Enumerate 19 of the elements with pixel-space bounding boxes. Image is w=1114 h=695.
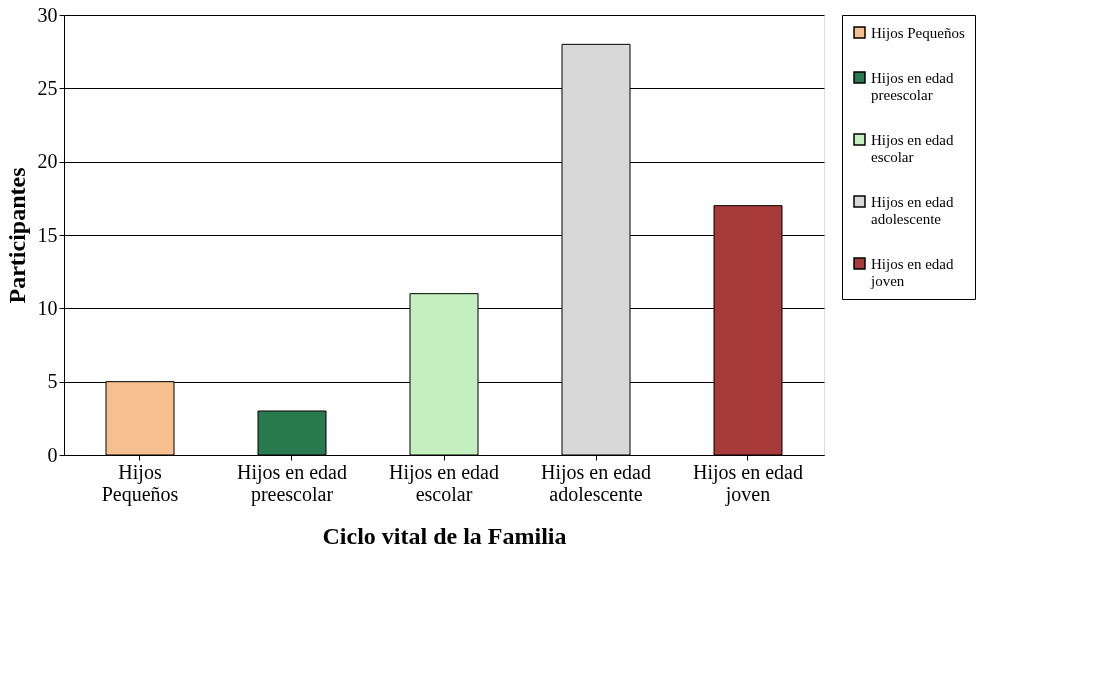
y-tick-label: 25 [37, 76, 58, 99]
y-tick-label: 15 [37, 223, 58, 246]
x-tick-label: Hijos en edad preescolar [237, 460, 347, 506]
x-tick-label: Hijos en edad escolar [389, 460, 499, 505]
y-tick-label: 10 [37, 296, 58, 319]
legend-label: Hijos en edad escolar [871, 131, 954, 165]
x-tick-label: Hijos Pequeños [101, 460, 179, 506]
legend-label: Hijos en edad joven [870, 255, 954, 289]
x-tick-label: Hijos en edad adolescente [541, 460, 651, 505]
y-tick-label: 20 [37, 150, 58, 173]
y-tick-label: 5 [47, 370, 58, 393]
legend-label: Hijos en edad preescolar [871, 69, 954, 103]
x-tick-label: Hijos en edad joven [693, 460, 803, 506]
y-tick-label: 30 [37, 3, 58, 26]
y-axis-title: Participantes [3, 167, 30, 304]
y-tick-label: 0 [47, 443, 58, 466]
legend-label: Hijos Pequeños [871, 24, 965, 41]
x-axis-title: Ciclo vital de la Familia [322, 522, 567, 549]
legend-label: Hijos en edad adolescente [871, 193, 954, 227]
